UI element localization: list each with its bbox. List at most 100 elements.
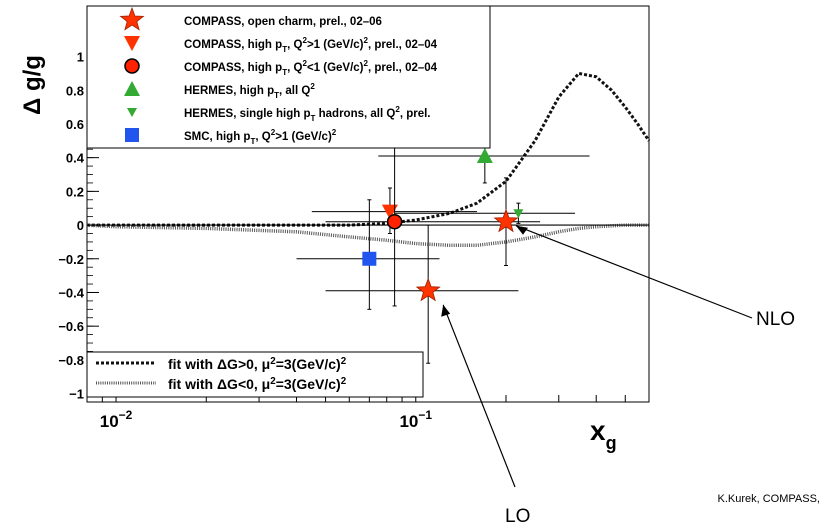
y-tick-label: 1: [77, 50, 84, 65]
legend-text-part: , Q: [287, 39, 302, 51]
legend-entry-text: COMPASS, open charm, prel., 02–06: [184, 16, 382, 28]
data-marker: [362, 251, 377, 266]
legend-entry-2: COMPASS, high pT​, Q2​>1 (GeV/c)2​, prel…: [124, 36, 438, 54]
legend-entry-text: HERMES, high pT​, all Q2​: [184, 82, 315, 100]
legend-text-part: 2: [364, 59, 369, 68]
legend-text-part: 2: [341, 376, 347, 387]
fit-curve-2: [86, 223, 649, 248]
legend-text-part: =3(GeV/c): [276, 376, 341, 392]
y-tick-label: 0.8: [66, 83, 84, 98]
legend-entry-text: SMC, high pT​, Q2​>1 (GeV/c)2​: [184, 128, 337, 146]
legend-text-part: 2: [270, 376, 276, 387]
legend-entry-1: COMPASS, open charm, prel., 02–06: [119, 6, 382, 31]
x-tick-label: 10−1: [399, 408, 432, 431]
credit-text: K.Kurek, COMPASS,: [717, 493, 821, 505]
legend-text-part: p: [275, 39, 282, 51]
legend-text-part: T: [274, 91, 279, 100]
y-axis-label: Δ g/g: [19, 55, 46, 115]
y-tick-label: 0.2: [66, 184, 84, 199]
legend-text-part: , prel., 02–04: [368, 39, 438, 51]
y-tick-label: 0: [77, 218, 84, 233]
legend-marker: [127, 108, 137, 117]
annotations: NLO LO: [441, 225, 795, 527]
legend-entry-5: HERMES, single high pT​ hadrons, all Q2​…: [127, 105, 431, 123]
legend-text-part: , Q: [287, 62, 302, 74]
legend-text-part: 2: [341, 356, 347, 367]
legend-text-part: 2: [310, 82, 315, 91]
legend-entry-text: COMPASS, high pT​, Q2​>1 (GeV/c)2​, prel…: [184, 36, 438, 54]
legend-text-part: 2: [395, 105, 400, 114]
legend-text-part: fit with ΔG>0, μ: [168, 356, 270, 372]
x-tick-label: 10−2: [100, 408, 133, 431]
y-tick-label: −0.8: [58, 353, 84, 368]
fit-legend-entry-1: fit with ΔG>0, μ2​=3(GeV/c)2​: [96, 356, 347, 372]
legend-text-part: T: [282, 68, 287, 77]
data-point-5-1: [394, 202, 576, 224]
data-marker: [415, 277, 441, 302]
legend-text-part: , all Q: [279, 85, 310, 97]
x-tick-exponent: −2: [119, 408, 133, 422]
fit-legend-entry-2: fit with ΔG<0, μ2​=3(GeV/c)2​: [96, 376, 347, 392]
legend-marker: [124, 81, 140, 96]
legend-text-part: HERMES, high: [184, 85, 267, 97]
lo-label: LO: [505, 506, 530, 527]
legend-entry-3: COMPASS, high pT​, Q2​<1 (GeV/c)2​, prel…: [124, 58, 438, 77]
legend-text-part: p: [243, 131, 250, 143]
legend-text-part: T: [311, 114, 316, 123]
data-point-1-1: [325, 224, 519, 364]
fit-curves: [86, 71, 651, 248]
legend-text-part: fit with ΔG<0, μ: [168, 376, 270, 392]
y-tick-label: −1: [69, 387, 84, 402]
legend-entry-text: COMPASS, high pT​, Q2​<1 (GeV/c)2​, prel…: [184, 59, 438, 77]
legend-marker: [119, 6, 145, 31]
legend-text-part: =3(GeV/c): [276, 356, 341, 372]
legend-entry-text: fit with ΔG<0, μ2​=3(GeV/c)2​: [168, 376, 347, 392]
legend-text-part: p: [303, 108, 310, 120]
data-point-1-2: [468, 177, 541, 267]
points-legend-box: [86, 5, 491, 149]
legend-text-part: , prel., 02–04: [368, 62, 438, 74]
legend-entry-4: HERMES, high pT​, all Q2​: [124, 81, 315, 100]
legend-entry-6: SMC, high pT​, Q2​>1 (GeV/c)2​: [125, 128, 337, 146]
legend-text-part: T: [282, 45, 287, 54]
nlo-arrowhead: [515, 225, 528, 235]
nlo-arrow-line: [515, 225, 753, 319]
legend-text-part: >1 (GeV/c): [275, 131, 332, 143]
legend: COMPASS, open charm, prel., 02–06 COMPASS…: [86, 5, 491, 398]
legend-text-part: 2: [302, 36, 307, 45]
data-marker: [493, 208, 519, 233]
y-tick-label: 0.4: [66, 151, 85, 166]
legend-text-part: >1 (GeV/c): [307, 39, 364, 51]
data-points: [296, 131, 590, 364]
nlo-label: NLO: [756, 309, 795, 330]
fit-curve-1: [87, 71, 651, 227]
y-tick-label: −0.2: [58, 252, 84, 267]
legend-text-part: COMPASS, high: [184, 62, 275, 74]
legend-text-part: 2: [271, 128, 276, 137]
x-tick-exponent: −1: [418, 408, 432, 422]
y-tick-label: −0.6: [58, 319, 84, 334]
legend-entry-text: fit with ΔG>0, μ2​=3(GeV/c)2​: [168, 356, 347, 372]
legend-marker: [124, 36, 140, 51]
lo-arrow-line: [442, 304, 516, 488]
y-tick-label: −0.4: [58, 285, 84, 300]
legend-text-part: 2: [270, 356, 276, 367]
legend-text-part: HERMES, single high: [184, 108, 303, 120]
legend-text-part: p: [267, 85, 274, 97]
legend-text-part: T: [250, 137, 255, 146]
data-marker: [381, 204, 398, 220]
y-tick-label: 0.6: [66, 117, 84, 132]
data-point-3-1: [325, 140, 469, 307]
x-axis-label-sub: g: [606, 433, 617, 453]
legend-text-part: , Q: [255, 131, 270, 143]
data-marker: [513, 209, 524, 219]
data-marker: [476, 147, 493, 163]
legend-marker: [124, 58, 140, 74]
legend-marker: [125, 128, 139, 142]
fit-legend-box: [86, 351, 424, 398]
x-tick-base: 10: [399, 412, 418, 431]
legend-text-part: 2: [364, 36, 369, 45]
legend-text-part: 2: [302, 59, 307, 68]
legend-text-part: COMPASS, open charm, prel., 02–06: [184, 16, 382, 28]
